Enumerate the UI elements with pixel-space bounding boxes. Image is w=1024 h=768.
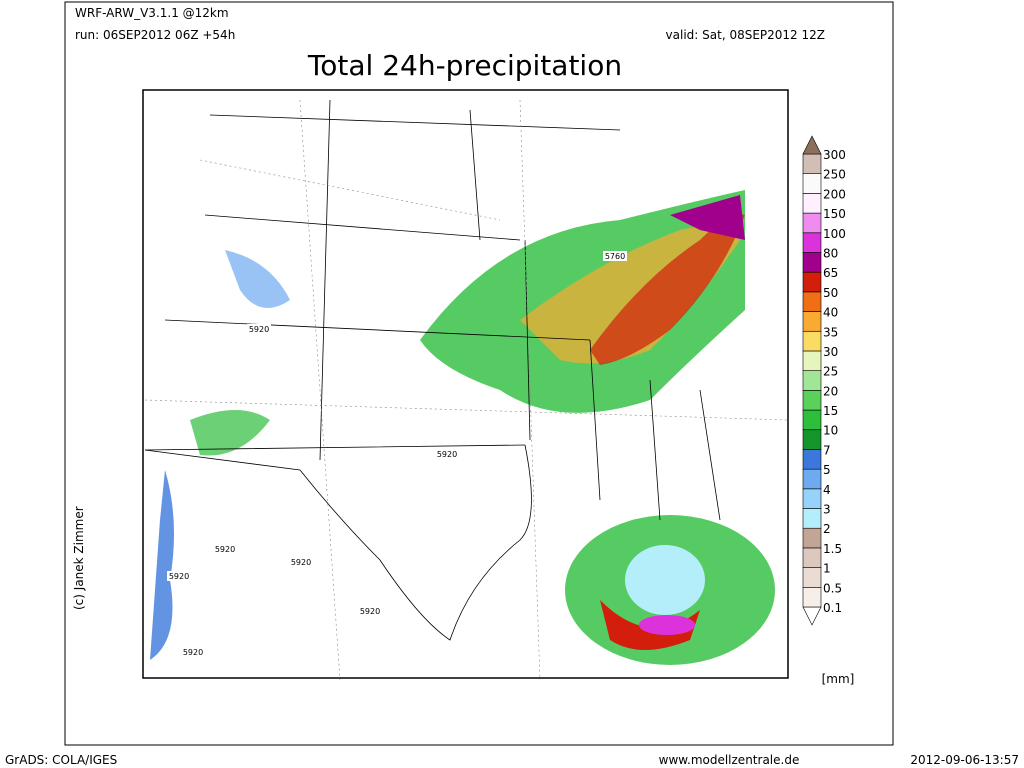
legend-label: 15 — [823, 404, 838, 418]
legend-label: 25 — [823, 365, 838, 379]
legend-swatch — [802, 350, 822, 371]
rain-area — [190, 410, 270, 456]
legend-label: 50 — [823, 286, 838, 300]
legend-label: 65 — [823, 266, 838, 280]
contour-label: 5920 — [360, 607, 380, 616]
legend-swatch — [802, 449, 822, 470]
legend-swatch — [802, 409, 822, 431]
graticule — [144, 99, 789, 681]
legend-label: 300 — [823, 148, 846, 162]
legend-label: 1 — [823, 562, 831, 576]
contour-label: 5760 — [605, 252, 625, 261]
legend-swatch — [802, 232, 822, 253]
legend-swatch — [802, 429, 822, 450]
legend-swatch — [802, 488, 822, 509]
map — [142, 89, 789, 681]
contour-label-bg — [247, 324, 271, 334]
legend-label: 0.5 — [823, 581, 842, 595]
legend-above — [802, 135, 822, 155]
legend-swatch — [802, 390, 822, 411]
legend-unit: [mm] — [822, 672, 855, 686]
contour-label-bg — [167, 571, 191, 581]
legend-swatch — [802, 567, 822, 588]
legend-swatch — [802, 587, 822, 608]
legend-swatch — [802, 271, 822, 293]
legend-label: 35 — [823, 325, 838, 339]
legend-label: 5 — [823, 463, 831, 477]
contour-label-bg — [213, 544, 237, 554]
legend-swatch — [802, 370, 822, 391]
model-info: WRF-ARW_V3.1.1 @12km — [75, 6, 229, 20]
frame — [64, 1, 894, 746]
valid-info: valid: Sat, 08SEP2012 12Z — [666, 28, 825, 42]
contour-label-bg — [435, 449, 459, 459]
legend-label: 80 — [823, 246, 838, 260]
legend-swatch — [802, 193, 822, 214]
legend-label: 200 — [823, 187, 846, 201]
rain-area — [625, 545, 705, 615]
legend-swatch — [802, 468, 822, 490]
contour-label: 5920 — [215, 545, 235, 554]
footer-center: www.modellzentrale.de — [659, 753, 800, 767]
rain-area — [670, 195, 745, 240]
legend-swatch — [802, 153, 822, 174]
legend-swatch — [802, 330, 822, 352]
legend-swatch — [802, 173, 822, 194]
footer-right: 2012-09-06-13:57 — [910, 753, 1019, 767]
contour-label-bg — [358, 606, 382, 616]
legend-swatch — [802, 508, 822, 529]
legend-label: 1.5 — [823, 542, 842, 556]
state-border — [144, 99, 721, 521]
legend-label: 150 — [823, 207, 846, 221]
legend-label: 10 — [823, 424, 838, 438]
contour-label-bg — [181, 647, 205, 657]
legend-swatch — [802, 527, 822, 549]
legend-swatch — [802, 547, 822, 568]
legend-below — [802, 606, 822, 626]
legend-swatch — [802, 252, 822, 273]
legend-label: 0.1 — [823, 601, 842, 615]
footer-left: GrADS: COLA/IGES — [5, 753, 117, 767]
rain-area — [225, 250, 290, 308]
legend-label: 250 — [823, 168, 846, 182]
run-info: run: 06SEP2012 06Z +54h — [75, 28, 235, 42]
legend-label: 4 — [823, 483, 831, 497]
legend-swatch — [802, 311, 822, 332]
contour-label: 5920 — [249, 325, 269, 334]
rain-area — [639, 615, 695, 635]
contour-label: 5920 — [437, 450, 457, 459]
credit: (c) Janek Zimmer — [72, 506, 86, 610]
legend-label: 3 — [823, 503, 831, 517]
rain-area — [600, 600, 700, 650]
contour-label: 5920 — [169, 572, 189, 581]
legend-swatch — [802, 291, 822, 312]
legend-label: 40 — [823, 306, 838, 320]
legend-label: 20 — [823, 384, 838, 398]
legend-label: 7 — [823, 443, 831, 457]
contour-label: 5920 — [183, 648, 203, 657]
legend-label: 100 — [823, 227, 846, 241]
title: Total 24h-precipitation — [307, 49, 622, 82]
legend-swatch — [802, 212, 822, 234]
contour-label-bg — [289, 557, 313, 567]
rain-area — [150, 470, 174, 660]
rain-area — [590, 214, 745, 365]
contour-label-bg — [603, 251, 627, 261]
legend-label: 2 — [823, 522, 831, 536]
legend-label: 30 — [823, 345, 838, 359]
border — [144, 444, 532, 641]
contour-label: 5920 — [291, 558, 311, 567]
